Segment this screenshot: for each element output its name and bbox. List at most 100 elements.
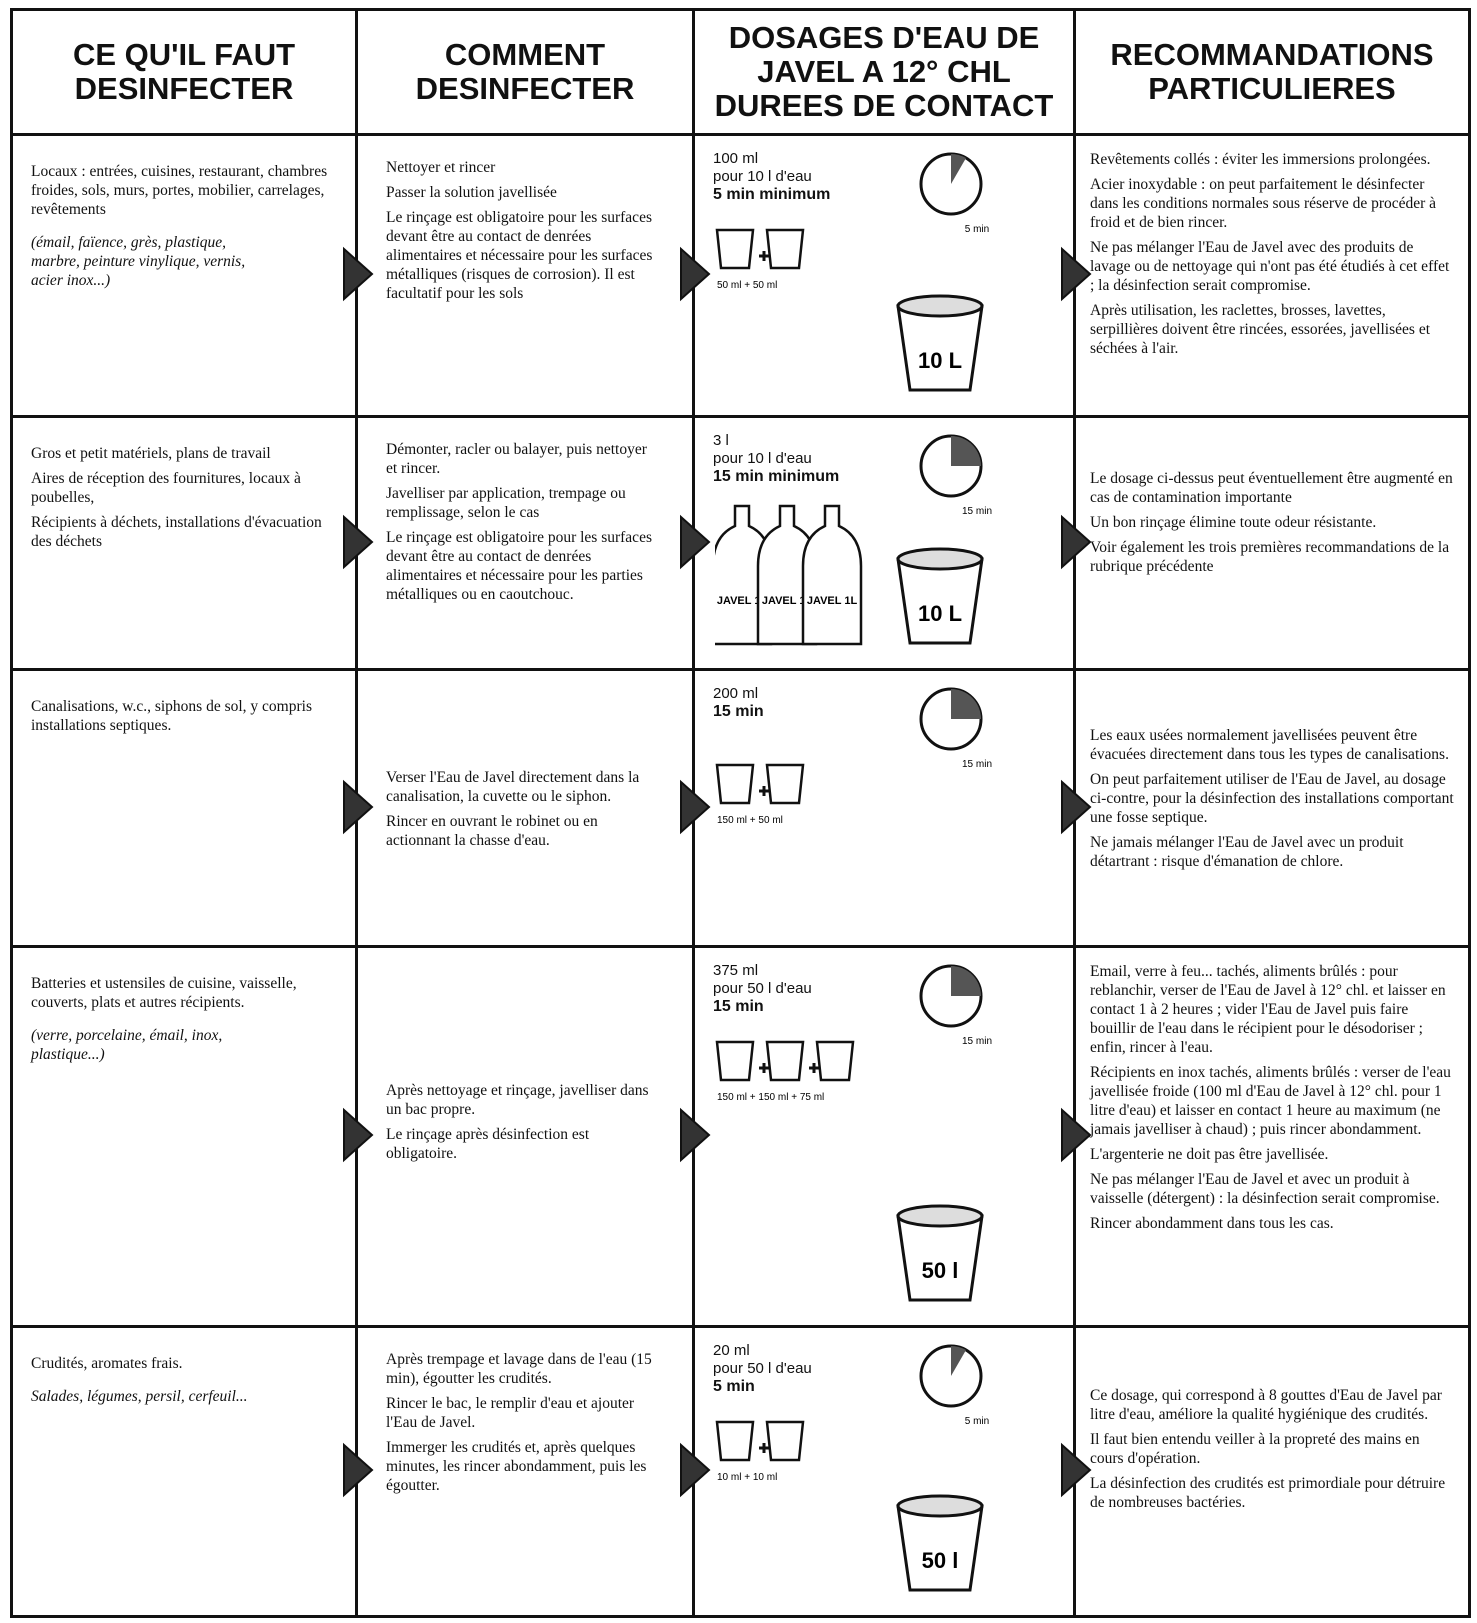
arrow-shape (343, 779, 374, 834)
what-item: Locaux : entrées, cuisines, restaurant, … (31, 163, 328, 218)
arrow-icon (343, 1107, 374, 1163)
arrow-icon (680, 779, 711, 834)
dose-text: 3 l pour 10 l d'eau 15 min minimum (713, 432, 839, 486)
bucket-label: 10 L (918, 348, 962, 373)
clock-icon: 15 min (919, 964, 992, 1047)
measure-cup (765, 1040, 805, 1082)
plus-sign (759, 251, 769, 261)
clock-wedge (951, 966, 981, 996)
how-item: Verser l'Eau de Javel directement dans l… (386, 768, 640, 805)
bottle-label: JAVEL 1L (807, 595, 858, 607)
plus-sign (759, 786, 769, 796)
dose-amount: 100 ml (713, 150, 759, 167)
recommendation-item: Ne pas mélanger l'Eau de Javel avec des … (1090, 239, 1450, 294)
clock-label: 15 min (962, 506, 992, 517)
clock-wedge (951, 436, 981, 466)
recommendations-cell: Les eaux usées normalement javellisées p… (1073, 668, 1471, 948)
arrow-shape (343, 246, 374, 302)
recommendations-text: Le dosage ci-dessus peut éventuellement … (1090, 469, 1455, 582)
dose-cell: 100 ml pour 10 l d'eau 5 min minimum 5 min 5… (692, 133, 1076, 418)
arrow-shape (680, 246, 711, 302)
measure-cup (765, 1420, 805, 1462)
bottle-label: JAVEL 1L (717, 595, 768, 607)
measure-label: 10 ml + 10 ml (717, 1472, 777, 1483)
dose-duration: 5 min minimum (713, 186, 830, 204)
bucket-label: 10 L (918, 601, 962, 626)
how-item: Après trempage et lavage dans de l'eau (… (386, 1351, 652, 1387)
clock-label: 5 min (965, 224, 989, 235)
how-cell: Après nettoyage et rinçage, javelliser d… (355, 945, 695, 1328)
measure-cup (715, 228, 755, 270)
arrow-shape (1061, 1442, 1092, 1498)
recommendation-item: Un bon rinçage élimine toute odeur résis… (1090, 513, 1377, 531)
bucket-rim (896, 1204, 984, 1228)
arrow-icon (1061, 1442, 1092, 1498)
clock-label: 15 min (962, 759, 992, 770)
what-cell: Batteries et ustensiles de cuisine, vais… (10, 945, 358, 1328)
what-cell: Canalisations, w.c., siphons de sol, y c… (10, 668, 358, 948)
dose-text: 20 ml pour 50 l d'eau 5 min (713, 1342, 812, 1396)
dose-amount: 375 ml (713, 962, 759, 979)
plus-sign (759, 1063, 769, 1073)
recommendation-item: Voir également les trois premières recom… (1090, 538, 1450, 575)
recommendation-item: Les eaux usées normalement javellisées p… (1090, 727, 1449, 764)
dose-amount: 200 ml (713, 685, 759, 702)
arrow-icon (343, 779, 374, 834)
how-item: Rincer en ouvrant le robinet ou en actio… (386, 812, 598, 849)
measure-cup (715, 1420, 755, 1462)
how-item: Démonter, racler ou balayer, puis nettoy… (386, 441, 647, 477)
dose-water: pour 50 l d'eau (713, 980, 812, 997)
recommendation-item: Revêtements collés : éviter les immersio… (1090, 151, 1431, 168)
recommendation-item: Ne jamais mélanger l'Eau de Javel avec u… (1090, 834, 1404, 871)
arrow-icon (343, 514, 374, 569)
arrow-shape (680, 1442, 711, 1498)
how-cell: Nettoyer et rincer Passer la solution jav… (355, 133, 695, 418)
arrow-shape (680, 779, 711, 834)
measure-label: 50 ml + 50 ml (717, 280, 777, 291)
arrow-shape (1061, 1107, 1092, 1163)
how-item: Immerger les crudités et, après quelques… (386, 1439, 647, 1494)
recommendation-item: La désinfection des crudités est primord… (1090, 1475, 1446, 1511)
arrow-shape (343, 1107, 374, 1163)
plus-sign (809, 1063, 819, 1073)
how-item: Le rinçage est obligatoire pour les surf… (386, 529, 652, 603)
measure-cups: 150 ml + 50 ml (715, 763, 805, 826)
header-text: DOSAGES D'EAU DE JAVEL A 12° CHL DUREES … (714, 20, 1054, 123)
dose-duration: 15 min (713, 703, 764, 721)
recommendation-item: Le dosage ci-dessus peut éventuellement … (1090, 469, 1453, 506)
what-text: Crudités, aromates frais. Salades, légume… (31, 1354, 331, 1412)
arrow-icon (343, 246, 374, 302)
measure-label: 150 ml + 150 ml + 75 ml (717, 1092, 824, 1103)
dose-text: 200 ml 15 min (713, 685, 764, 721)
header-cell: COMMENT DESINFECTER (355, 8, 695, 136)
how-item: Passer la solution javellisée (386, 184, 557, 201)
recommendation-item: Après utilisation, les raclettes, brosse… (1090, 302, 1431, 357)
how-cell: Après trempage et lavage dans de l'eau (… (355, 1325, 695, 1618)
arrow-icon (1061, 779, 1092, 834)
measure-cup (765, 228, 805, 270)
dose-cell: 375 ml pour 50 l d'eau 15 min 15 min 150 ml … (692, 945, 1076, 1328)
arrow-shape (680, 1107, 711, 1163)
how-item: Rincer le bac, le remplir d'eau et ajout… (386, 1395, 635, 1431)
dose-cell: 3 l pour 10 l d'eau 15 min minimum 15 min JA… (692, 415, 1076, 671)
recommendation-item: Récipients en inox tachés, aliments brûl… (1090, 1064, 1451, 1138)
bucket-rim (896, 547, 984, 571)
how-cell: Verser l'Eau de Javel directement dans l… (355, 668, 695, 948)
dose-amount: 20 ml (713, 1342, 750, 1359)
recommendations-cell: Ce dosage, qui correspond à 8 gouttes d'… (1073, 1325, 1471, 1618)
header-cell: DOSAGES D'EAU DE JAVEL A 12° CHL DUREES … (692, 8, 1076, 136)
recommendation-item: Ne pas mélanger l'Eau de Javel et avec u… (1090, 1171, 1440, 1207)
recommendation-item: Rincer abondamment dans tous les cas. (1090, 1215, 1334, 1232)
what-note: Salades, légumes, persil, cerfeuil... (31, 1388, 248, 1405)
bucket-icon: 50 l (896, 1494, 984, 1592)
recommendation-item: L'argenterie ne doit pas être javellisée… (1090, 1146, 1329, 1163)
bucket-label: 50 l (922, 1258, 959, 1283)
what-item: Récipients à déchets, installations d'év… (31, 514, 322, 550)
dose-duration: 5 min (713, 1378, 812, 1396)
bottle (801, 504, 863, 646)
what-item: Aires de réception des fournitures, loca… (31, 470, 301, 506)
measure-cup (715, 763, 755, 805)
